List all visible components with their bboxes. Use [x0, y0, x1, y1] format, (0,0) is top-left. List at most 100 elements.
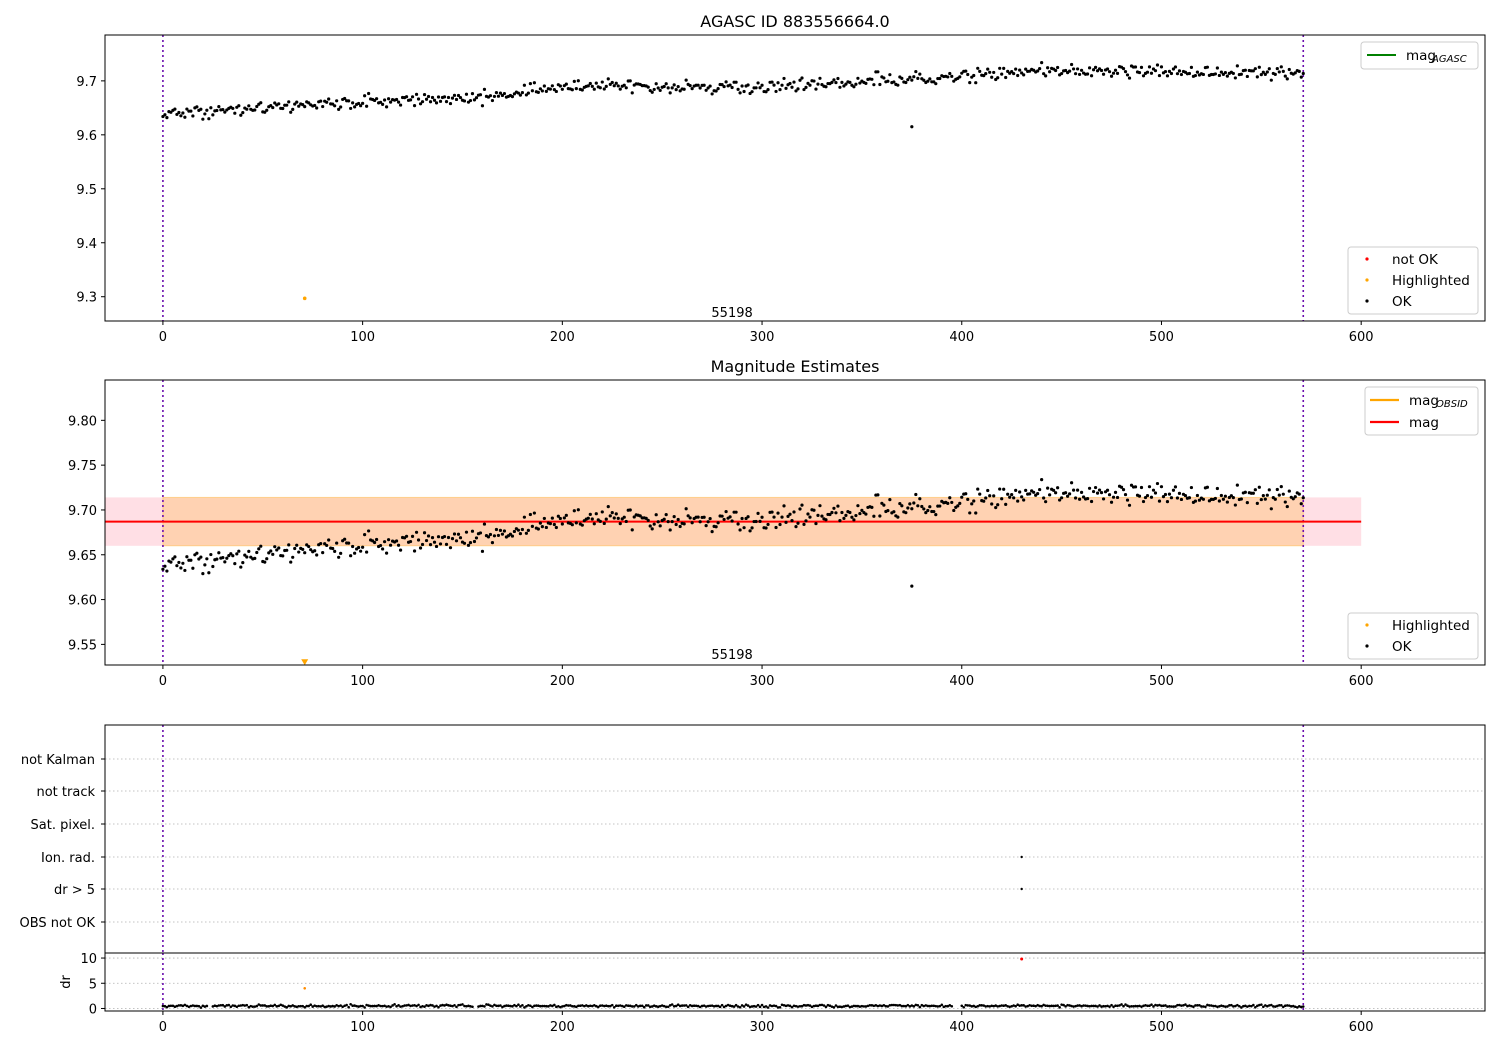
- dr-point: [830, 1005, 834, 1008]
- dr-point: [1260, 1003, 1263, 1006]
- ok-point: [754, 519, 758, 524]
- ok-point: [1113, 490, 1118, 494]
- y-tick-label: 9.5: [76, 183, 97, 198]
- ok-point: [996, 503, 1000, 507]
- ok-point: [900, 76, 904, 80]
- dr-point: [998, 1004, 1002, 1008]
- ok-point: [580, 88, 584, 92]
- ok-point: [1285, 504, 1289, 509]
- x-tick-label: 100: [350, 674, 375, 689]
- ok-point: [211, 564, 215, 569]
- dr-point: [594, 1004, 598, 1008]
- ok-point: [978, 69, 982, 73]
- dr-point: [297, 1004, 301, 1008]
- dr-point: [918, 1005, 922, 1009]
- ok-point: [195, 105, 199, 109]
- ok-point: [1000, 497, 1004, 501]
- dr-point: [914, 1003, 918, 1007]
- ok-point: [892, 510, 896, 514]
- dr-point: [874, 1004, 878, 1007]
- ok-point: [335, 541, 339, 545]
- dr-point: [764, 1005, 768, 1008]
- ok-point: [211, 113, 215, 117]
- ok-point: [1301, 496, 1305, 500]
- ok-point: [526, 91, 530, 95]
- dr-point: [503, 1004, 506, 1008]
- dr-point: [303, 1005, 307, 1009]
- ok-point: [1267, 488, 1271, 492]
- ok-point: [772, 515, 776, 519]
- ok-point: [806, 512, 810, 516]
- ok-point: [408, 539, 413, 544]
- ok-point: [1125, 498, 1130, 502]
- y-tick-label: 9.65: [68, 549, 97, 564]
- ok-point: [315, 553, 319, 557]
- ok-point: [774, 89, 778, 94]
- ok-point: [1048, 70, 1052, 74]
- ok-point: [990, 75, 994, 79]
- dr-point: [624, 1004, 628, 1007]
- dr-point: [896, 1004, 900, 1007]
- dr-point: [561, 1005, 564, 1008]
- ok-point: [404, 95, 409, 99]
- ok-point: [784, 520, 788, 524]
- ok-point: [964, 69, 968, 73]
- dr-point: [173, 1005, 177, 1008]
- legend-frame: [1360, 41, 1479, 70]
- dr-point: [664, 1005, 668, 1009]
- dr-point: [1279, 1004, 1283, 1007]
- ok-point: [295, 543, 299, 547]
- ok-point: [656, 86, 660, 90]
- ok-point: [1099, 68, 1104, 73]
- dr-point: [648, 1005, 652, 1009]
- ok-point: [1273, 497, 1277, 501]
- ok-point: [804, 85, 808, 89]
- ok-point: [1257, 485, 1261, 489]
- dr-point: [1026, 1004, 1029, 1008]
- ok-point: [454, 539, 459, 543]
- ok-point: [1054, 68, 1058, 73]
- dr-point: [1124, 1003, 1127, 1006]
- dr-point: [836, 1005, 840, 1009]
- ok-point: [375, 97, 379, 101]
- ok-point: [780, 83, 784, 87]
- ok-point: [710, 92, 714, 96]
- dr-point: [1174, 1005, 1177, 1008]
- x-tick-label: 100: [350, 330, 375, 345]
- ok-point: [281, 106, 285, 111]
- ok-point: [490, 98, 495, 103]
- ok-point: [658, 524, 662, 528]
- ok-point: [968, 511, 972, 515]
- ok-point: [510, 534, 515, 538]
- dr-point: [397, 1004, 400, 1007]
- dr-point: [1182, 1003, 1185, 1007]
- dr-point: [732, 1005, 736, 1008]
- ok-point: [1089, 74, 1094, 78]
- dr-point: [219, 1003, 223, 1007]
- ok-point: [384, 105, 389, 109]
- ok-point: [526, 528, 530, 532]
- ok-point: [1285, 77, 1289, 81]
- dr-point: [415, 1004, 418, 1008]
- dr-point: [331, 1004, 334, 1008]
- ok-point: [812, 508, 816, 512]
- ok-point: [223, 110, 227, 114]
- ok-point: [1155, 63, 1160, 67]
- dr-point: [1192, 1005, 1195, 1009]
- ok-point: [171, 557, 175, 561]
- dr-point: [463, 1004, 466, 1008]
- ok-point: [1002, 66, 1006, 71]
- ok-point: [594, 512, 598, 516]
- ok-point: [1287, 67, 1291, 72]
- dr-point: [305, 1004, 309, 1008]
- dr-point: [670, 1003, 674, 1006]
- ok-point: [289, 110, 293, 114]
- ok-point: [412, 549, 417, 553]
- ok-point: [912, 75, 916, 79]
- ok-point: [452, 93, 457, 97]
- y-tick-label: 10: [80, 952, 97, 967]
- dr-point: [229, 1005, 233, 1009]
- ok-point: [590, 517, 594, 521]
- ok-point: [1069, 481, 1074, 485]
